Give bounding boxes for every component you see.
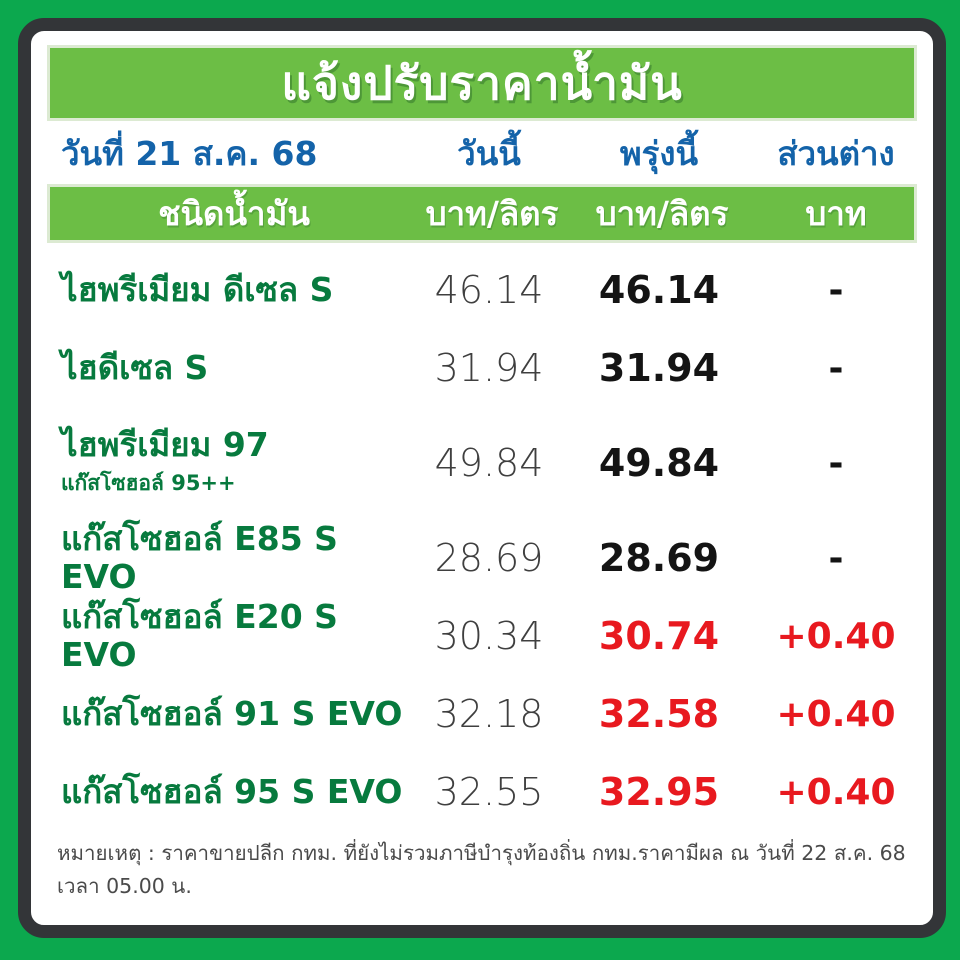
fuel-name-cell: ไฮพรีเมียม 97 แก๊สโซฮอล์ 95++ — [47, 424, 415, 501]
table-row: ไฮพรีเมียม ดีเซล S 46.14 46.14 - — [47, 251, 917, 329]
price-diff: - — [828, 442, 844, 484]
price-tomorrow: 49.84 — [598, 441, 720, 485]
price-tomorrow: 28.69 — [598, 536, 720, 580]
price-diff: - — [828, 269, 844, 311]
unit-today-header: บาท/ลิตร — [425, 194, 559, 233]
price-tomorrow: 31.94 — [598, 346, 720, 390]
fuel-name-cell: ไฮพรีเมียม ดีเซล S — [47, 271, 415, 309]
column-header-diff: ส่วนต่าง — [777, 134, 895, 173]
table-row: ไฮพรีเมียม 97 แก๊สโซฮอล์ 95++ 49.84 49.8… — [47, 407, 917, 519]
column-header-today: วันนี้ — [457, 134, 521, 173]
price-diff: +0.40 — [776, 693, 896, 735]
announcement-card: แจ้งปรับราคาน้ำมัน วันที่ 21 ส.ค. 68 วัน… — [18, 18, 946, 938]
fuel-name: ไฮดีเซล S — [61, 348, 209, 388]
price-today: 46.14 — [434, 268, 544, 312]
fuel-type-header: ชนิดน้ำมัน — [158, 194, 310, 233]
price-diff: +0.40 — [776, 771, 896, 813]
footer: หมายเหตุ : ราคาขายปลีก กทม. ที่ยังไม่รวม… — [47, 831, 917, 913]
fuel-name: แก๊สโซฮอล์ E85 S EVO — [61, 519, 338, 596]
fuel-name-cell: แก๊สโซฮอล์ E85 S EVO — [47, 520, 415, 596]
price-tomorrow: 46.14 — [598, 268, 720, 312]
fuel-name: แก๊สโซฮอล์ E20 S EVO — [61, 597, 338, 674]
unit-header-row: ชนิดน้ำมัน บาท/ลิตร บาท/ลิตร บาท — [47, 184, 917, 243]
price-today: 49.84 — [434, 441, 544, 485]
price-diff: - — [828, 537, 844, 579]
table-row: แก๊สโซฮอล์ E20 S EVO 30.34 30.74 +0.40 — [47, 597, 917, 675]
price-today: 32.18 — [434, 692, 544, 736]
price-today: 32.55 — [434, 770, 544, 814]
price-tomorrow: 30.74 — [598, 614, 720, 658]
column-header-row: วันที่ 21 ส.ค. 68 วันนี้ พรุ่งนี้ ส่วนต่… — [47, 123, 917, 184]
price-today: 31.94 — [434, 346, 544, 390]
title-banner: แจ้งปรับราคาน้ำมัน — [47, 45, 917, 121]
fuel-price-table: ไฮพรีเมียม ดีเซล S 46.14 46.14 - ไฮดีเซล… — [47, 251, 917, 831]
price-tomorrow: 32.58 — [598, 692, 720, 736]
unit-tomorrow-header: บาท/ลิตร — [595, 194, 729, 233]
fuel-name-cell: แก๊สโซฮอล์ 95 S EVO — [47, 773, 415, 811]
price-diff: - — [828, 347, 844, 389]
page-title: แจ้งปรับราคาน้ำมัน — [281, 55, 683, 110]
fuel-name-cell: แก๊สโซฮอล์ E20 S EVO — [47, 598, 415, 674]
price-tomorrow: 32.95 — [598, 770, 720, 814]
price-diff: +0.40 — [776, 615, 896, 657]
fuel-subname: แก๊สโซฮอล์ 95++ — [61, 471, 236, 496]
table-row: แก๊สโซฮอล์ E85 S EVO 28.69 28.69 - — [47, 519, 917, 597]
column-header-tomorrow: พรุ่งนี้ — [619, 134, 699, 173]
table-row: แก๊สโซฮอล์ 91 S EVO 32.18 32.58 +0.40 — [47, 675, 917, 753]
fuel-name-cell: แก๊สโซฮอล์ 91 S EVO — [47, 695, 415, 733]
table-row: แก๊สโซฮอล์ 95 S EVO 32.55 32.95 +0.40 — [47, 753, 917, 831]
fuel-name: แก๊สโซฮอล์ 91 S EVO — [61, 694, 403, 734]
fuel-name: ไฮพรีเมียม ดีเซล S — [61, 270, 334, 310]
unit-diff-header: บาท — [805, 194, 867, 233]
fuel-name: แก๊สโซฮอล์ 95 S EVO — [61, 772, 403, 812]
footnote: หมายเหตุ : ราคาขายปลีก กทม. ที่ยังไม่รวม… — [57, 841, 906, 898]
date-label: วันที่ 21 ส.ค. 68 — [61, 134, 318, 173]
price-today: 30.34 — [434, 614, 544, 658]
table-row: ไฮดีเซล S 31.94 31.94 - — [47, 329, 917, 407]
fuel-name: ไฮพรีเมียม 97 — [61, 424, 269, 464]
price-today: 28.69 — [434, 536, 544, 580]
fuel-name-cell: ไฮดีเซล S — [47, 349, 415, 387]
